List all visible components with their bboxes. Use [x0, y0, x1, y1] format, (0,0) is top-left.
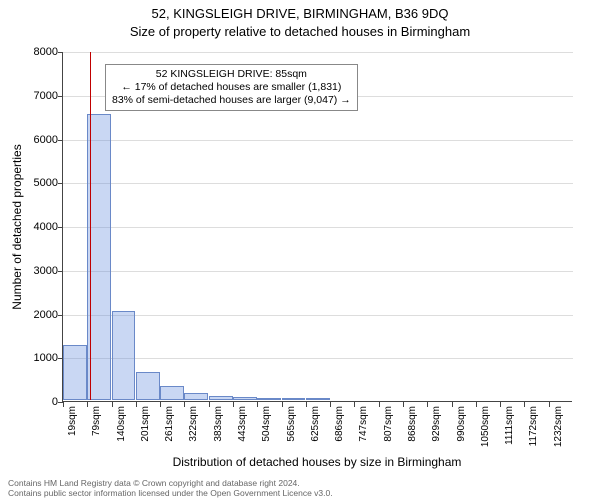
histogram-bar — [257, 398, 281, 400]
y-tick-label: 0 — [18, 396, 58, 408]
y-tick-mark — [58, 271, 63, 272]
x-tick-mark — [549, 402, 550, 407]
x-tick-mark — [500, 402, 501, 407]
footer-line-2: Contains public sector information licen… — [8, 488, 592, 498]
chart-container: 52, KINGSLEIGH DRIVE, BIRMINGHAM, B36 9D… — [0, 0, 600, 500]
x-axis-label: Distribution of detached houses by size … — [62, 455, 572, 469]
y-tick-label: 7000 — [18, 90, 58, 102]
gridline — [63, 358, 573, 359]
x-tick-mark — [63, 402, 64, 407]
annotation-line-2: ← 17% of detached houses are smaller (1,… — [112, 81, 351, 94]
y-tick-label: 2000 — [18, 309, 58, 321]
histogram-bar — [282, 398, 306, 400]
x-tick-mark — [184, 402, 185, 407]
y-tick-mark — [58, 315, 63, 316]
x-tick-mark — [354, 402, 355, 407]
y-tick-mark — [58, 140, 63, 141]
y-tick-label: 6000 — [18, 134, 58, 146]
x-tick-mark — [403, 402, 404, 407]
x-tick-mark — [524, 402, 525, 407]
y-tick-label: 4000 — [18, 221, 58, 233]
x-tick-mark — [160, 402, 161, 407]
chart-title: 52, KINGSLEIGH DRIVE, BIRMINGHAM, B36 9D… — [0, 0, 600, 22]
annotation-box: 52 KINGSLEIGH DRIVE: 85sqm← 17% of detac… — [105, 64, 358, 111]
histogram-bar — [136, 372, 160, 400]
gridline — [63, 315, 573, 316]
histogram-bar — [233, 397, 257, 400]
x-tick-mark — [427, 402, 428, 407]
histogram-bar — [63, 345, 87, 400]
gridline — [63, 140, 573, 141]
footer-text: Contains HM Land Registry data © Crown c… — [8, 478, 592, 498]
x-tick-mark — [112, 402, 113, 407]
gridline — [63, 183, 573, 184]
y-tick-label: 3000 — [18, 265, 58, 277]
x-tick-mark — [452, 402, 453, 407]
gridline — [63, 227, 573, 228]
chart-subtitle: Size of property relative to detached ho… — [0, 22, 600, 39]
annotation-line-3: 83% of semi-detached houses are larger (… — [112, 94, 351, 107]
y-tick-mark — [58, 183, 63, 184]
x-tick-mark — [379, 402, 380, 407]
x-tick-mark — [87, 402, 88, 407]
histogram-bar — [87, 114, 111, 400]
x-tick-mark — [330, 402, 331, 407]
marker-line — [90, 52, 91, 400]
x-tick-mark — [306, 402, 307, 407]
y-tick-label: 1000 — [18, 352, 58, 364]
y-tick-mark — [58, 227, 63, 228]
x-tick-mark — [257, 402, 258, 407]
gridline — [63, 52, 573, 53]
x-tick-mark — [209, 402, 210, 407]
gridline — [63, 271, 573, 272]
histogram-bar — [306, 398, 330, 400]
histogram-bar — [209, 396, 233, 400]
x-tick-mark — [136, 402, 137, 407]
y-tick-mark — [58, 96, 63, 97]
histogram-bar — [184, 393, 208, 400]
footer-line-1: Contains HM Land Registry data © Crown c… — [8, 478, 592, 488]
x-tick-mark — [476, 402, 477, 407]
histogram-bar — [160, 386, 184, 400]
plot-area: 19sqm79sqm140sqm201sqm261sqm322sqm383sqm… — [62, 52, 572, 402]
plot-inner: 19sqm79sqm140sqm201sqm261sqm322sqm383sqm… — [62, 52, 572, 402]
x-tick-mark — [233, 402, 234, 407]
histogram-bar — [112, 311, 136, 400]
annotation-line-1: 52 KINGSLEIGH DRIVE: 85sqm — [112, 68, 351, 81]
y-tick-mark — [58, 52, 63, 53]
y-tick-label: 5000 — [18, 177, 58, 189]
y-tick-label: 8000 — [18, 46, 58, 58]
x-tick-mark — [282, 402, 283, 407]
